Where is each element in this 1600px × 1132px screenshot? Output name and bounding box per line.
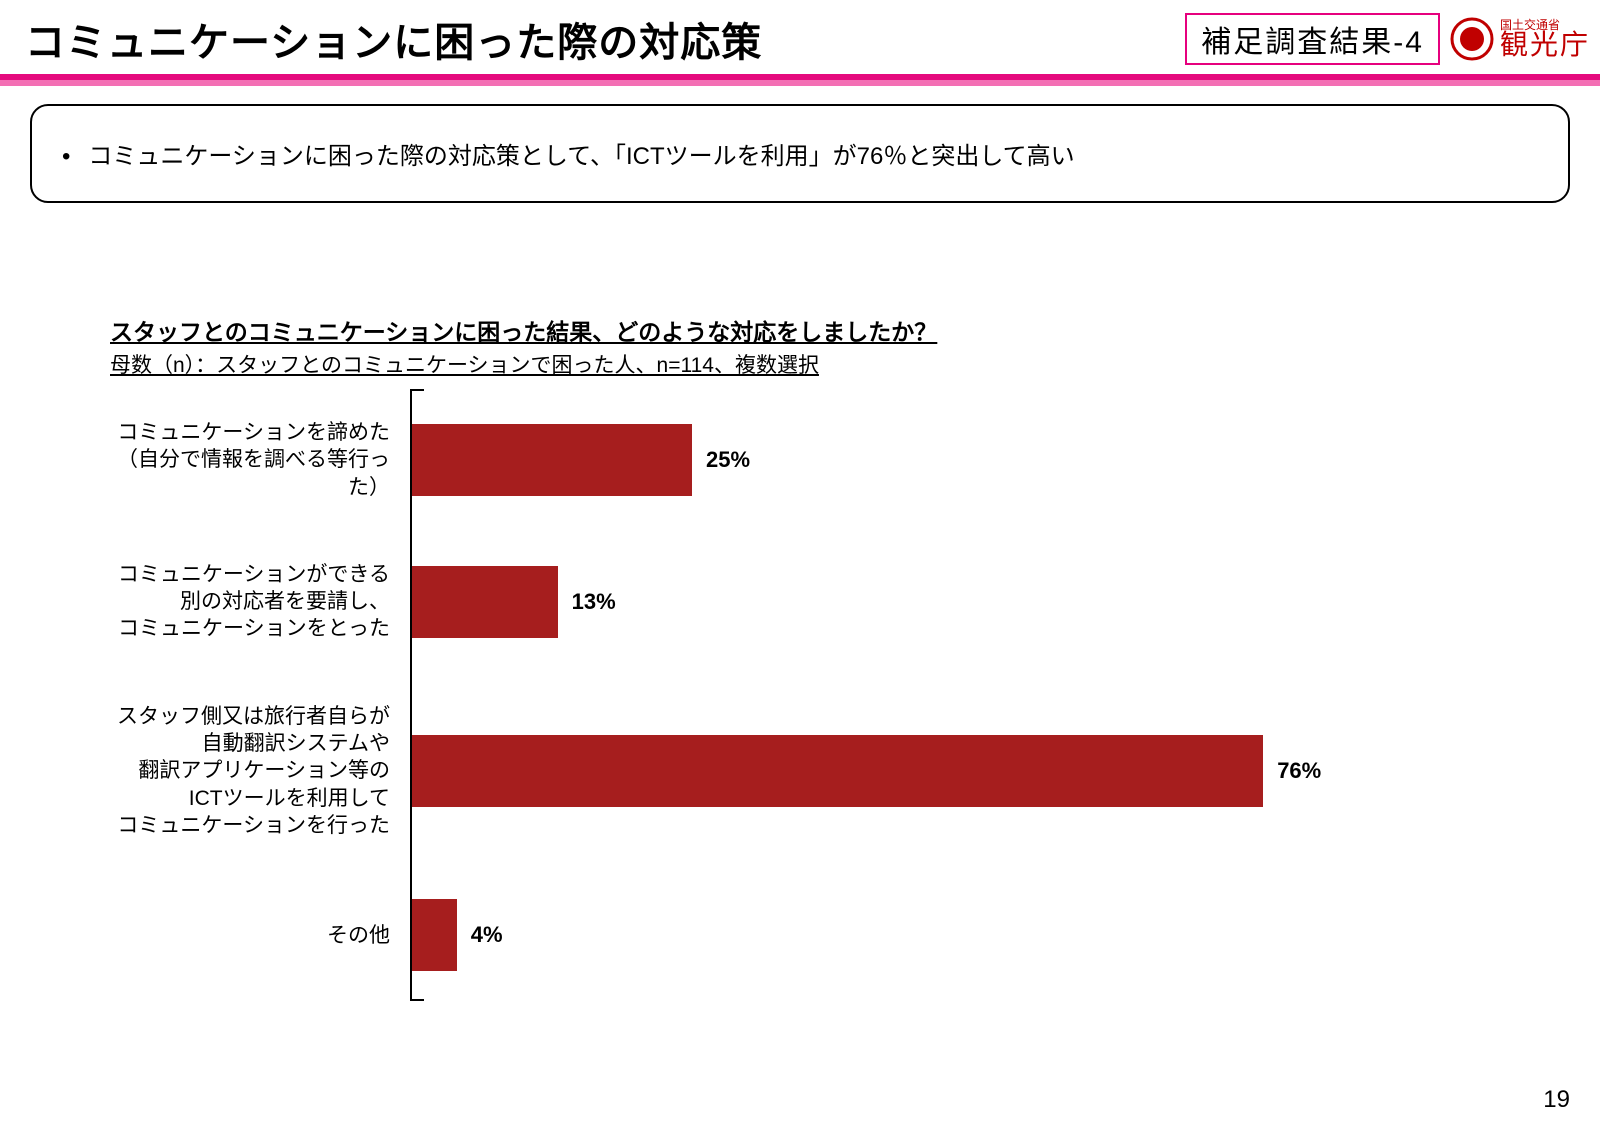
bar-value-label: 25% xyxy=(706,447,750,473)
summary-box: コミュニケーションに困った際の対応策として、「ICTツールを利用」が76％と突出… xyxy=(30,104,1570,203)
bar-zone: 13% xyxy=(400,566,1540,638)
agency-logo: 国土交通省 観光庁 xyxy=(1450,17,1590,61)
bar xyxy=(412,735,1263,807)
bar xyxy=(412,899,457,971)
header-right: 補足調査結果-4 国土交通省 観光庁 xyxy=(1185,13,1590,65)
bar-value-label: 4% xyxy=(471,922,503,948)
sub-badge: 補足調査結果-4 xyxy=(1185,13,1440,65)
agency-large: 観光庁 xyxy=(1500,31,1590,59)
bar xyxy=(412,424,692,496)
chart-subtitle: 母数（n）：スタッフとのコミュニケーションで困った人、n=114、複数選択 xyxy=(110,349,1540,379)
chart-row: その他 4% xyxy=(110,839,1540,1001)
bar-category-label: スタッフ側又は旅行者自らが 自動翻訳システムや 翻訳アプリケーション等の ICT… xyxy=(110,703,400,839)
page-number: 19 xyxy=(1543,1086,1570,1114)
bar-category-label: コミュニケーションを諦めた （自分で情報を調べる等行った） xyxy=(110,419,400,501)
bar-value-label: 13% xyxy=(572,589,616,615)
bar-zone: 25% xyxy=(400,424,1540,496)
bar xyxy=(412,566,558,638)
bar-category-label: コミュニケーションができる 別の対応者を要請し、 コミュニケーションをとった xyxy=(110,561,400,643)
slide-header: コミュニケーションに困った際の対応策 補足調査結果-4 国土交通省 観光庁 xyxy=(0,0,1600,68)
agency-text: 国土交通省 観光庁 xyxy=(1500,19,1590,59)
agency-logo-icon xyxy=(1450,17,1494,61)
chart-container: スタッフとのコミュニケーションに困った結果、どのような対応をしましたか？ 母数（… xyxy=(110,313,1540,1001)
chart-area: コミュニケーションを諦めた （自分で情報を調べる等行った）25%コミュニケーショ… xyxy=(110,389,1540,1001)
chart-row: スタッフ側又は旅行者自らが 自動翻訳システムや 翻訳アプリケーション等の ICT… xyxy=(110,643,1540,839)
bar-zone: 4% xyxy=(400,899,1540,971)
chart-title: スタッフとのコミュニケーションに困った結果、どのような対応をしましたか？ xyxy=(110,313,1540,347)
bar-zone: 76% xyxy=(400,735,1540,807)
summary-bullet: コミュニケーションに困った際の対応策として、「ICTツールを利用」が76％と突出… xyxy=(62,136,1538,171)
bar-value-label: 76% xyxy=(1277,758,1321,784)
divider-magenta-light xyxy=(0,80,1600,86)
chart-row: コミュニケーションができる 別の対応者を要請し、 コミュニケーションをとった 13… xyxy=(110,501,1540,643)
chart-row: コミュニケーションを諦めた （自分で情報を調べる等行った） 25% xyxy=(110,389,1540,501)
bar-category-label: その他 xyxy=(110,922,400,949)
page-title: コミュニケーションに困った際の対応策 xyxy=(25,10,762,68)
